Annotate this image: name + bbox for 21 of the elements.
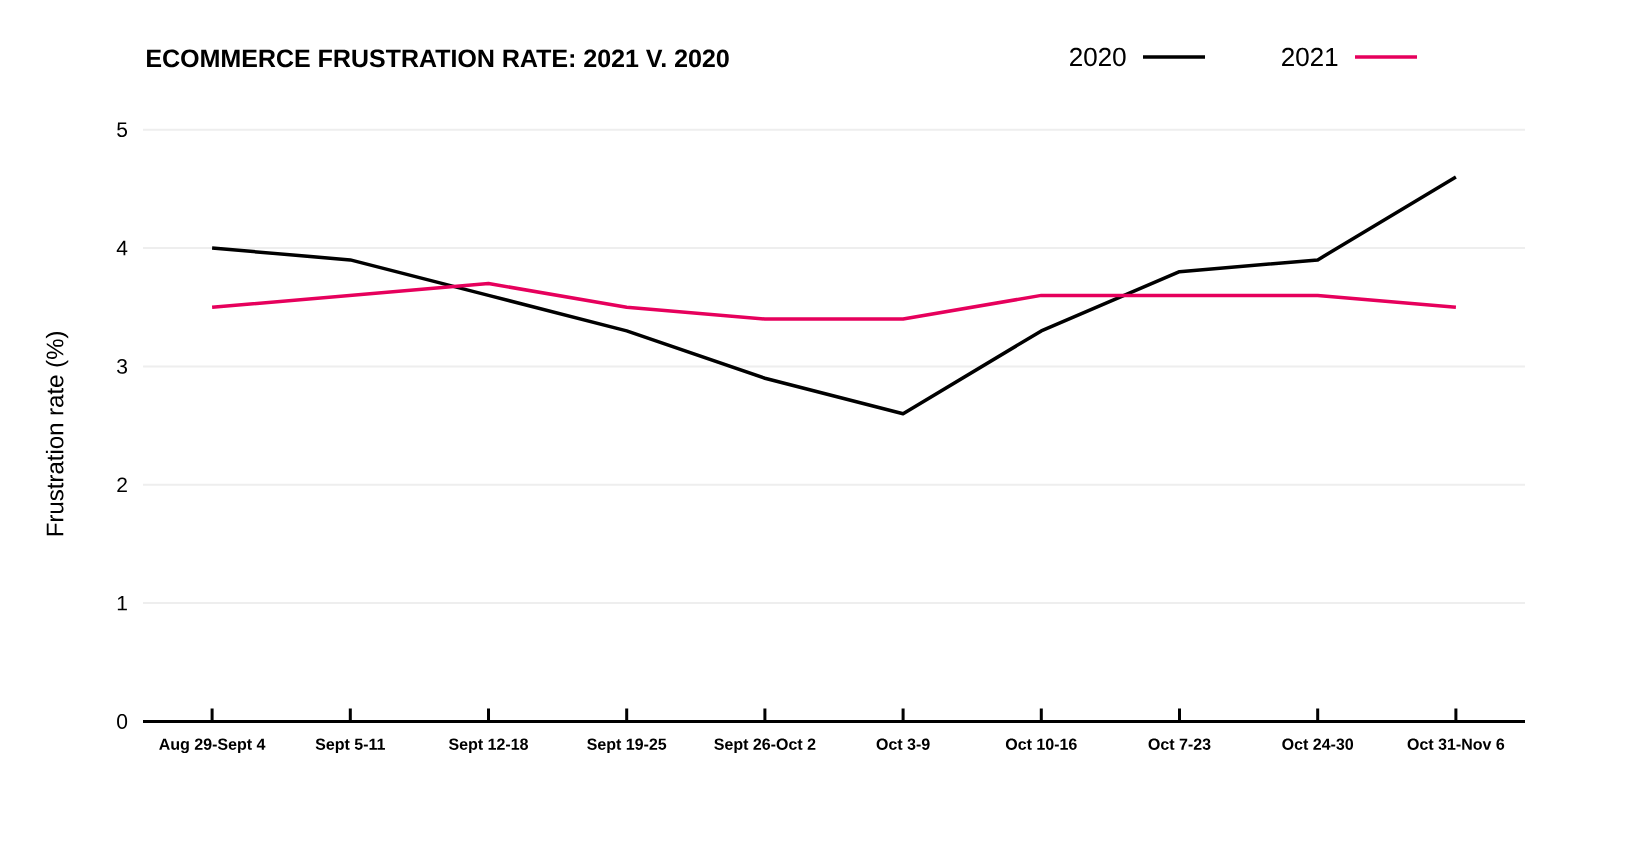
x-tick-label: Oct 7-23 — [1148, 738, 1211, 750]
x-tick-label: Sept 19-25 — [587, 738, 667, 754]
x-tick-label: Sept 5-11 — [315, 738, 385, 754]
x-tick-label: Oct 31-Nov 6 — [1407, 738, 1505, 750]
legend-label: 2021 — [1282, 47, 1338, 67]
legend-label: 2020 — [1070, 47, 1126, 67]
line-series — [210, 175, 1458, 416]
y-tick-label: 3 — [117, 358, 128, 374]
y-tick-label: 0 — [117, 714, 128, 729]
chart-title: ECOMMERCE FRUSTRATION RATE: 2021 V. 2020 — [147, 49, 729, 68]
x-tick-label: Oct 24-30 — [1282, 738, 1354, 750]
y-tick-label: 2 — [117, 477, 127, 493]
x-tick-label: Sept 12-18 — [448, 738, 529, 754]
y-tick-label: 4 — [116, 240, 128, 256]
x-tick-label: Oct 10-16 — [1005, 738, 1077, 750]
y-axis-title: Frustration rate (%) — [45, 332, 69, 536]
y-tick-label: 5 — [117, 122, 128, 138]
x-tick-label: Aug 29-Sept 4 — [159, 738, 266, 754]
y-tick-label: 1 — [117, 595, 127, 611]
x-tick-label: Oct 3-9 — [876, 738, 930, 750]
x-tick-label: Sept 26-Oct 2 — [714, 738, 816, 754]
